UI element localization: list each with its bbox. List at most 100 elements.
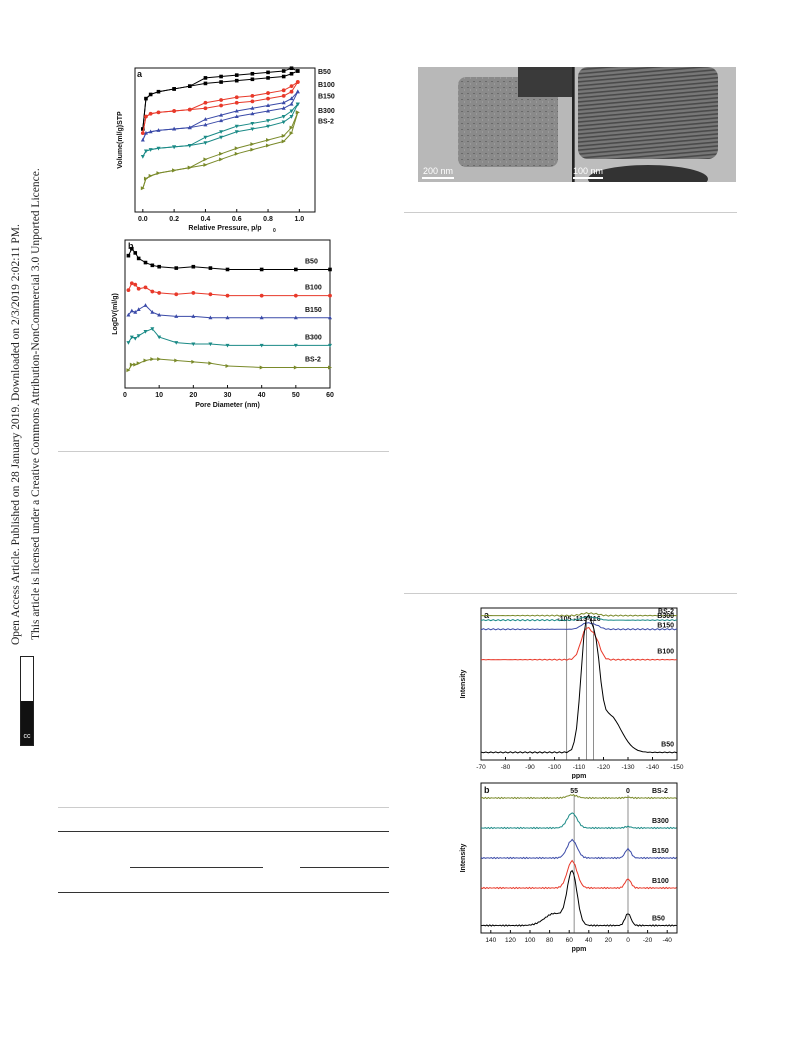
y-axis-label: Intensity xyxy=(460,670,467,699)
x-tick-label: 40 xyxy=(585,937,593,944)
x-tick-label: -40 xyxy=(662,937,672,944)
plot-frame xyxy=(480,607,678,761)
data-point xyxy=(266,143,271,148)
plot-frame xyxy=(134,67,316,213)
spectrum-B100 xyxy=(480,626,678,661)
legend-label: B50 xyxy=(318,69,331,76)
series-label: BS-2 xyxy=(652,788,668,795)
x-tick-label: 60 xyxy=(326,392,334,399)
data-point xyxy=(187,125,192,130)
data-point xyxy=(203,117,208,121)
x-tick-label: -100 xyxy=(548,764,561,771)
data-point xyxy=(250,142,255,147)
licence-line[interactable]: This article is licensed under a Creativ… xyxy=(30,168,42,640)
table-header-rule xyxy=(58,892,389,893)
data-point xyxy=(328,365,332,370)
tem-image: 200 nm 100 nm xyxy=(418,67,736,182)
data-point xyxy=(174,292,179,297)
data-point xyxy=(281,100,286,105)
x-tick-label: 50 xyxy=(292,392,300,399)
series-line xyxy=(142,112,299,189)
data-point xyxy=(187,84,192,88)
series-BS-2 xyxy=(126,357,332,373)
x-tick-label: 60 xyxy=(566,937,574,944)
data-point xyxy=(203,162,208,167)
series-B100 xyxy=(126,281,332,298)
data-point xyxy=(259,343,264,348)
panel-label: a xyxy=(484,610,490,620)
data-point xyxy=(250,71,255,76)
data-point xyxy=(174,314,179,318)
x-axis-label: ppm xyxy=(572,773,587,779)
data-point xyxy=(281,74,286,79)
data-point xyxy=(136,307,141,311)
data-point xyxy=(281,88,286,93)
data-point xyxy=(328,293,332,298)
data-point xyxy=(187,107,192,112)
series-B50 xyxy=(126,246,332,272)
data-point xyxy=(133,362,138,367)
data-point xyxy=(225,315,230,320)
x-axis-label: Pore Diameter (nm) xyxy=(195,402,260,409)
reference-label: 55 xyxy=(570,788,578,795)
divider xyxy=(404,593,737,594)
data-point xyxy=(266,103,271,107)
x-tick-label: -140 xyxy=(646,764,659,771)
x-tick-label: 0.0 xyxy=(138,216,148,223)
series-line xyxy=(127,358,330,371)
data-point xyxy=(295,110,300,115)
data-point xyxy=(141,127,145,131)
data-point xyxy=(136,361,141,366)
data-point xyxy=(126,341,131,345)
series-label: B100 xyxy=(657,649,674,656)
data-point xyxy=(281,93,286,98)
isotherm-chart: 0.0 0.2 0.4 0.6 0.8 1.0 a Relative Pressure, p/… xyxy=(117,66,335,234)
data-point xyxy=(140,155,145,159)
x-tick-label: 40 xyxy=(258,392,266,399)
x-tick-label: 0.4 xyxy=(201,216,211,223)
data-point xyxy=(219,74,223,79)
x-tick-label: 30 xyxy=(224,392,232,399)
data-point xyxy=(126,253,131,258)
data-point xyxy=(266,70,270,75)
legend-label: BS-2 xyxy=(305,356,321,363)
scale-bar-left: 200 nm xyxy=(423,166,454,176)
data-point xyxy=(219,130,224,134)
spectrum-B300 xyxy=(480,616,678,622)
data-point xyxy=(133,310,138,314)
x-tick-label: -20 xyxy=(643,937,653,944)
data-point xyxy=(129,281,134,286)
legend-label: B150 xyxy=(318,94,335,101)
cc-license-badge[interactable]: cc xyxy=(20,656,34,746)
data-point xyxy=(266,119,271,123)
data-point xyxy=(250,77,255,82)
data-point xyxy=(143,130,148,135)
data-point xyxy=(143,303,148,307)
series-label: B300 xyxy=(657,613,674,620)
data-point xyxy=(143,358,148,363)
data-point xyxy=(133,251,138,255)
data-point xyxy=(234,78,239,83)
data-point xyxy=(133,336,138,341)
data-point xyxy=(136,256,141,261)
series-label: B150 xyxy=(657,622,674,629)
data-point xyxy=(203,135,208,140)
data-point xyxy=(157,335,162,340)
reference-label: 0 xyxy=(626,788,630,795)
data-point xyxy=(148,92,153,97)
data-point xyxy=(289,96,294,101)
legend-label: B300 xyxy=(305,334,322,341)
data-point xyxy=(191,359,196,364)
data-point xyxy=(203,81,208,86)
data-point xyxy=(148,111,153,116)
series-line xyxy=(142,112,299,189)
data-point xyxy=(150,357,155,362)
data-point xyxy=(129,335,134,340)
data-point xyxy=(234,130,239,134)
data-point xyxy=(136,286,141,291)
data-point xyxy=(191,291,196,295)
data-point xyxy=(250,93,255,98)
data-point xyxy=(140,131,145,135)
data-point xyxy=(126,368,131,373)
data-point xyxy=(191,342,196,347)
